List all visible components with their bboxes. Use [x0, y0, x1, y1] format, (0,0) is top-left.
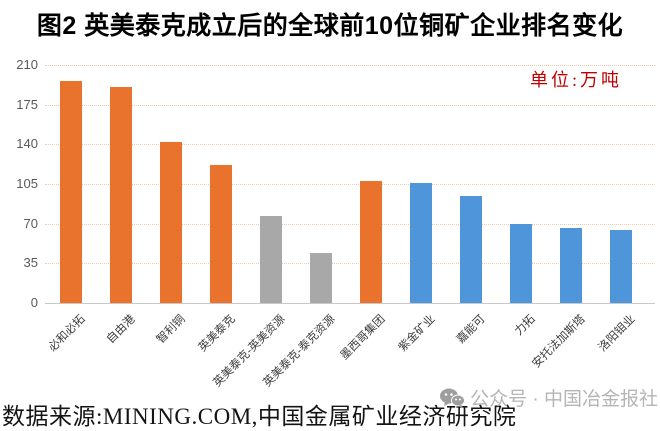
- bar-嘉能可: [460, 196, 482, 303]
- y-tick-label: 70: [23, 215, 38, 231]
- gridline: [45, 104, 655, 106]
- gridline: [45, 144, 655, 146]
- bar-安托法加斯塔: [560, 228, 582, 303]
- wechat-icon: [439, 387, 466, 409]
- gridline: [45, 65, 655, 66]
- bar-自由港: [110, 86, 132, 303]
- bar-力拓: [510, 223, 532, 303]
- watermark-text: 公众号 · 中国冶金报社: [470, 389, 658, 410]
- bar-英美泰克: [210, 164, 232, 303]
- bar-洛阳钼业: [610, 230, 632, 303]
- chart-title: 图2 英美泰克成立后的全球前10位铜矿企业排名变化: [36, 12, 624, 40]
- bar-英美泰克-英美资源: [260, 215, 282, 303]
- gridline: [45, 263, 655, 265]
- bar-英美泰克-泰克资源: [310, 253, 332, 303]
- y-tick-label: 105: [16, 176, 38, 191]
- unit-label: 单位:万吨: [529, 70, 622, 90]
- gridline: [45, 184, 655, 185]
- y-tick-label: 0: [30, 295, 38, 310]
- watermark: 公众号 · 中国冶金报社: [439, 384, 658, 411]
- bar-墨西哥集团: [360, 180, 382, 303]
- gridline: [45, 223, 655, 225]
- bar-必和必拓: [60, 80, 82, 303]
- bar-紫金矿业: [410, 182, 432, 303]
- y-tick-label: 140: [16, 136, 38, 152]
- y-tick-label: 210: [16, 57, 38, 72]
- bar-智利铜: [160, 142, 182, 303]
- source-text: 数据来源:MINING.COM,中国金属矿业经济研究院: [2, 404, 517, 429]
- x-axis-line: [45, 303, 655, 304]
- y-tick-label: 175: [16, 96, 38, 112]
- y-tick-label: 35: [23, 255, 38, 271]
